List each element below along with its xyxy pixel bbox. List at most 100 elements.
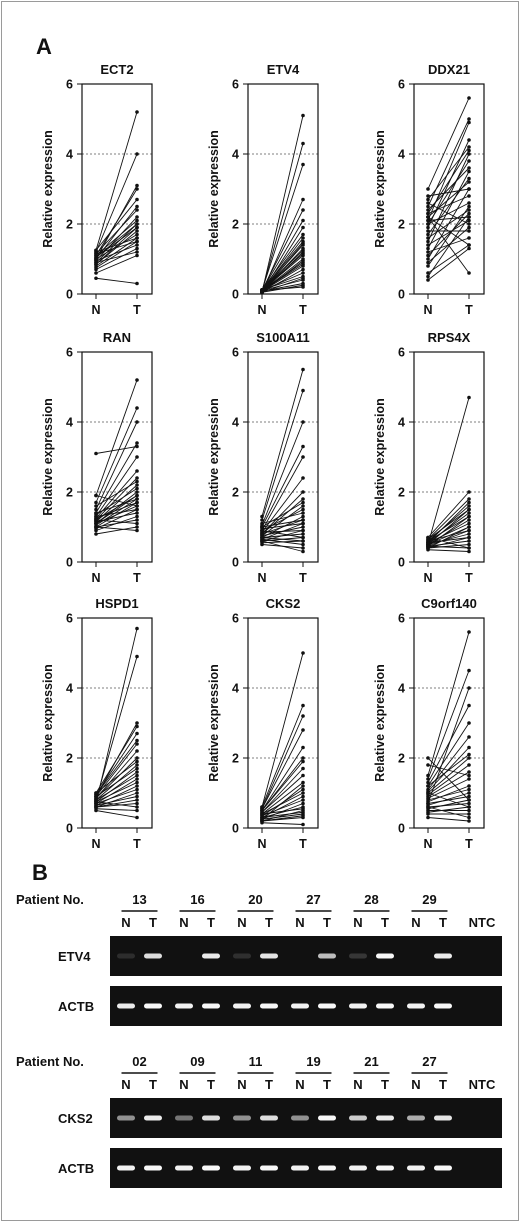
pair-line — [261, 652, 304, 808]
pair-line — [427, 705, 470, 783]
point-t — [135, 406, 139, 410]
point-t — [135, 197, 139, 202]
point-t — [135, 222, 139, 226]
pair-line — [427, 533, 470, 545]
y-axis-label: Relative expression — [41, 664, 55, 781]
chart-c9orf140: C9orf140 Relative expression 0 2 4 6 N T — [373, 596, 485, 851]
point-t — [135, 798, 139, 802]
pair-line — [95, 526, 138, 531]
gel-band — [291, 1115, 309, 1121]
y-tick-label: 4 — [66, 416, 73, 430]
point-t — [135, 805, 139, 809]
point-t — [135, 721, 139, 725]
point-t — [135, 731, 139, 736]
point-n — [426, 229, 430, 233]
pair-line — [95, 792, 138, 808]
x-tick-label: T — [299, 303, 307, 317]
pair-line — [261, 782, 304, 815]
point-t — [467, 497, 471, 501]
pair-line — [261, 234, 304, 291]
point-t — [467, 507, 471, 512]
point-n — [426, 815, 430, 820]
plot-frame — [81, 351, 153, 563]
pair-line — [261, 806, 304, 818]
pair-line — [427, 512, 470, 544]
point-t — [301, 278, 305, 282]
point-t — [301, 766, 305, 771]
point-t — [467, 542, 471, 547]
lane-label: N — [179, 1077, 188, 1092]
point-t — [467, 208, 471, 212]
y-tick-label: 4 — [232, 682, 239, 696]
point-t — [467, 243, 471, 247]
lane-label: N — [237, 1077, 246, 1092]
pair-line — [427, 530, 470, 547]
pair-line — [95, 111, 138, 251]
point-t — [135, 521, 139, 526]
gel-band — [233, 1115, 251, 1121]
point-n — [94, 271, 98, 275]
patient-number: 20 — [248, 892, 262, 907]
gel-band — [202, 1115, 220, 1121]
y-tick-label: 6 — [232, 612, 239, 626]
point-n — [260, 532, 264, 536]
point-t — [301, 511, 305, 515]
patient-number: 29 — [422, 892, 436, 907]
pair-line — [427, 687, 470, 804]
lane-label: T — [439, 915, 447, 930]
y-tick-label: 4 — [232, 416, 239, 430]
point-t — [467, 152, 471, 156]
y-tick-label: 6 — [66, 612, 73, 626]
pair-line — [95, 153, 138, 253]
point-t — [135, 497, 139, 501]
panel-a-label: A — [36, 34, 52, 59]
point-n — [94, 791, 98, 795]
lane-label: N — [121, 1077, 130, 1092]
point-t — [467, 549, 471, 554]
pair-line — [95, 778, 138, 804]
pair-line — [427, 792, 470, 808]
point-n — [426, 801, 430, 806]
lane-label: T — [381, 1077, 389, 1092]
gel-band — [376, 953, 394, 959]
pair-line — [261, 533, 304, 538]
point-n — [426, 260, 430, 265]
gel-band — [117, 953, 135, 959]
point-t — [301, 232, 305, 237]
pair-line — [427, 806, 470, 813]
point-t — [301, 703, 305, 708]
gel-cks2: CKS2 — [58, 1098, 502, 1138]
pair-line — [427, 220, 470, 246]
y-tick-label: 2 — [398, 218, 405, 232]
pair-line — [427, 544, 470, 549]
point-t — [135, 770, 139, 774]
point-t — [301, 784, 305, 788]
point-t — [467, 770, 471, 774]
patient-number: 16 — [190, 892, 204, 907]
pair-line — [95, 446, 138, 454]
point-t — [301, 476, 305, 480]
pair-line — [261, 811, 304, 818]
point-t — [301, 162, 305, 167]
chart-title: RAN — [103, 330, 131, 345]
point-t — [467, 787, 471, 792]
pair-line — [427, 519, 470, 545]
point-t — [301, 197, 305, 202]
pair-line — [95, 722, 138, 797]
point-n — [426, 271, 430, 275]
point-t — [301, 514, 305, 519]
point-n — [426, 535, 430, 540]
point-n — [426, 253, 430, 258]
y-tick-label: 6 — [66, 78, 73, 92]
point-n — [94, 276, 98, 281]
pair-line — [427, 195, 470, 214]
lane-label: N — [353, 1077, 362, 1092]
y-tick-label: 0 — [398, 822, 405, 836]
gel-band — [117, 1165, 135, 1171]
pair-line — [261, 164, 304, 291]
gel-band — [434, 1115, 452, 1121]
chart-title: C9orf140 — [421, 596, 477, 611]
point-t — [467, 735, 471, 739]
point-t — [467, 798, 471, 802]
point-n — [426, 805, 430, 809]
